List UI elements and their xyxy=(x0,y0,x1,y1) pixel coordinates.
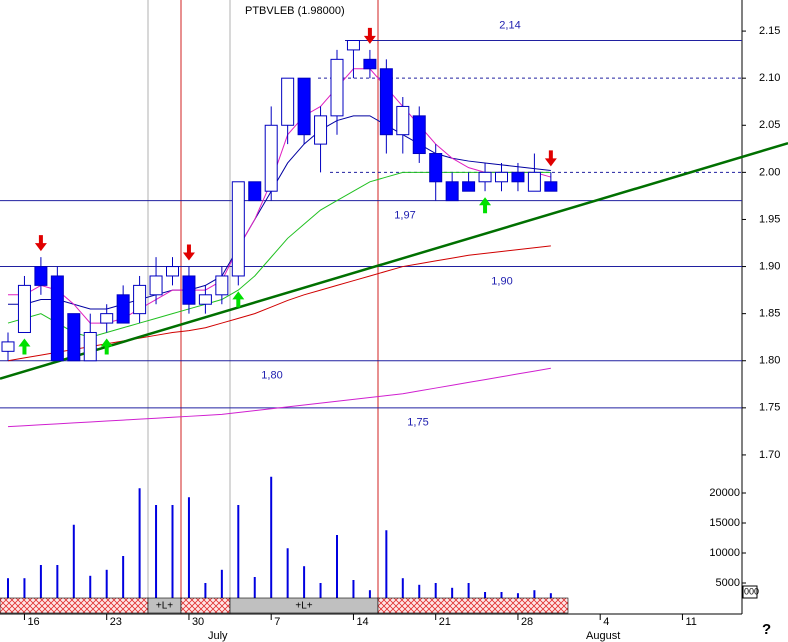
moving-average xyxy=(8,68,551,324)
sell-arrow xyxy=(363,27,376,44)
candle-body xyxy=(363,58,377,70)
candle-body xyxy=(17,284,31,333)
x-tick-label: 11 xyxy=(685,616,696,628)
candle-body xyxy=(281,77,295,126)
candle-body xyxy=(67,313,81,362)
candle-body xyxy=(198,294,212,305)
candle-body xyxy=(527,171,541,192)
y-tick-label: 1.80 xyxy=(759,355,780,367)
y-tick-label: 1.90 xyxy=(759,260,780,272)
period-segment xyxy=(180,597,231,614)
volume-tick-label: 15000 xyxy=(709,517,740,529)
x-tick-label: 4 xyxy=(603,616,609,628)
level-label: 2,14 xyxy=(499,19,520,31)
level-label: 1,75 xyxy=(407,417,428,429)
volume-tick-label: 10000 xyxy=(709,547,740,559)
y-tick-label: 1.70 xyxy=(759,449,780,461)
period-segment xyxy=(0,597,149,614)
candle-body xyxy=(34,266,48,286)
level-label: 1,90 xyxy=(491,275,512,287)
buy-arrow xyxy=(18,338,31,355)
period-label: +L+ xyxy=(295,601,312,612)
moving-average xyxy=(7,171,551,338)
trendline xyxy=(0,141,788,380)
candle-body xyxy=(478,171,492,183)
x-tick-label: 7 xyxy=(274,616,280,628)
y-tick-label: 1.85 xyxy=(759,308,780,320)
candle-body xyxy=(83,331,97,362)
level-label: 1,97 xyxy=(394,210,415,222)
candle-body xyxy=(396,105,410,136)
x-tick-label: 28 xyxy=(521,616,533,628)
y-tick-label: 1.75 xyxy=(759,402,780,414)
volume-tick-label: 20000 xyxy=(709,487,740,499)
period-segment xyxy=(377,597,569,614)
y-tick-label: 2.05 xyxy=(759,119,780,131)
buy-arrow xyxy=(479,197,492,214)
candle-body xyxy=(116,294,130,324)
buy-arrow xyxy=(232,291,245,308)
candle-body xyxy=(100,313,114,324)
sell-arrow xyxy=(182,244,195,261)
sell-arrow xyxy=(544,150,557,167)
candle-body xyxy=(544,181,558,192)
candle-body xyxy=(495,171,508,183)
x-tick-label: 23 xyxy=(110,616,122,628)
moving-average xyxy=(7,367,551,428)
candle-body xyxy=(182,275,196,305)
y-tick-label: 2.15 xyxy=(759,25,780,37)
chart-title: PTBVLEB (1.98000) xyxy=(245,5,345,17)
x-tick-label: 21 xyxy=(439,616,451,628)
sell-arrow xyxy=(34,235,47,252)
y-tick-label: 1.95 xyxy=(759,213,780,225)
candle-body xyxy=(149,275,163,296)
candle-body xyxy=(429,153,443,183)
candle-body xyxy=(379,68,393,136)
x-tick-label: 30 xyxy=(192,616,204,628)
volume-tick-label: 5000 xyxy=(716,577,740,589)
volume-scale-box xyxy=(742,585,758,599)
candle-body xyxy=(264,124,278,192)
candle-body xyxy=(1,341,15,352)
candle-body xyxy=(231,181,245,277)
level-label: 1,80 xyxy=(261,370,282,382)
candle-body xyxy=(133,284,147,315)
candle-body xyxy=(50,275,64,362)
x-tick-label: 14 xyxy=(356,616,368,628)
moving-average xyxy=(8,115,551,310)
candle-body xyxy=(346,40,360,51)
candle-body xyxy=(166,266,179,277)
candle-body xyxy=(445,181,459,202)
period-lines xyxy=(147,0,379,598)
candle-body xyxy=(462,181,476,192)
candle-body xyxy=(412,115,426,155)
candle-body xyxy=(511,171,525,183)
candle-body xyxy=(330,58,344,117)
month-label: August xyxy=(586,630,620,642)
month-label: July xyxy=(208,630,228,642)
period-label: +L+ xyxy=(156,601,173,612)
candle-body xyxy=(248,181,262,202)
volume-scale-label: 000 xyxy=(744,586,759,596)
candle-body xyxy=(314,115,328,145)
moving-average xyxy=(7,245,551,362)
buy-arrow xyxy=(100,338,113,355)
x-tick-label: 16 xyxy=(27,616,39,628)
help-button[interactable]: ? xyxy=(762,621,771,638)
candle-body xyxy=(215,275,229,296)
candle-body xyxy=(297,77,311,136)
y-tick-label: 2.10 xyxy=(759,72,780,84)
y-tick-label: 2.00 xyxy=(759,166,780,178)
